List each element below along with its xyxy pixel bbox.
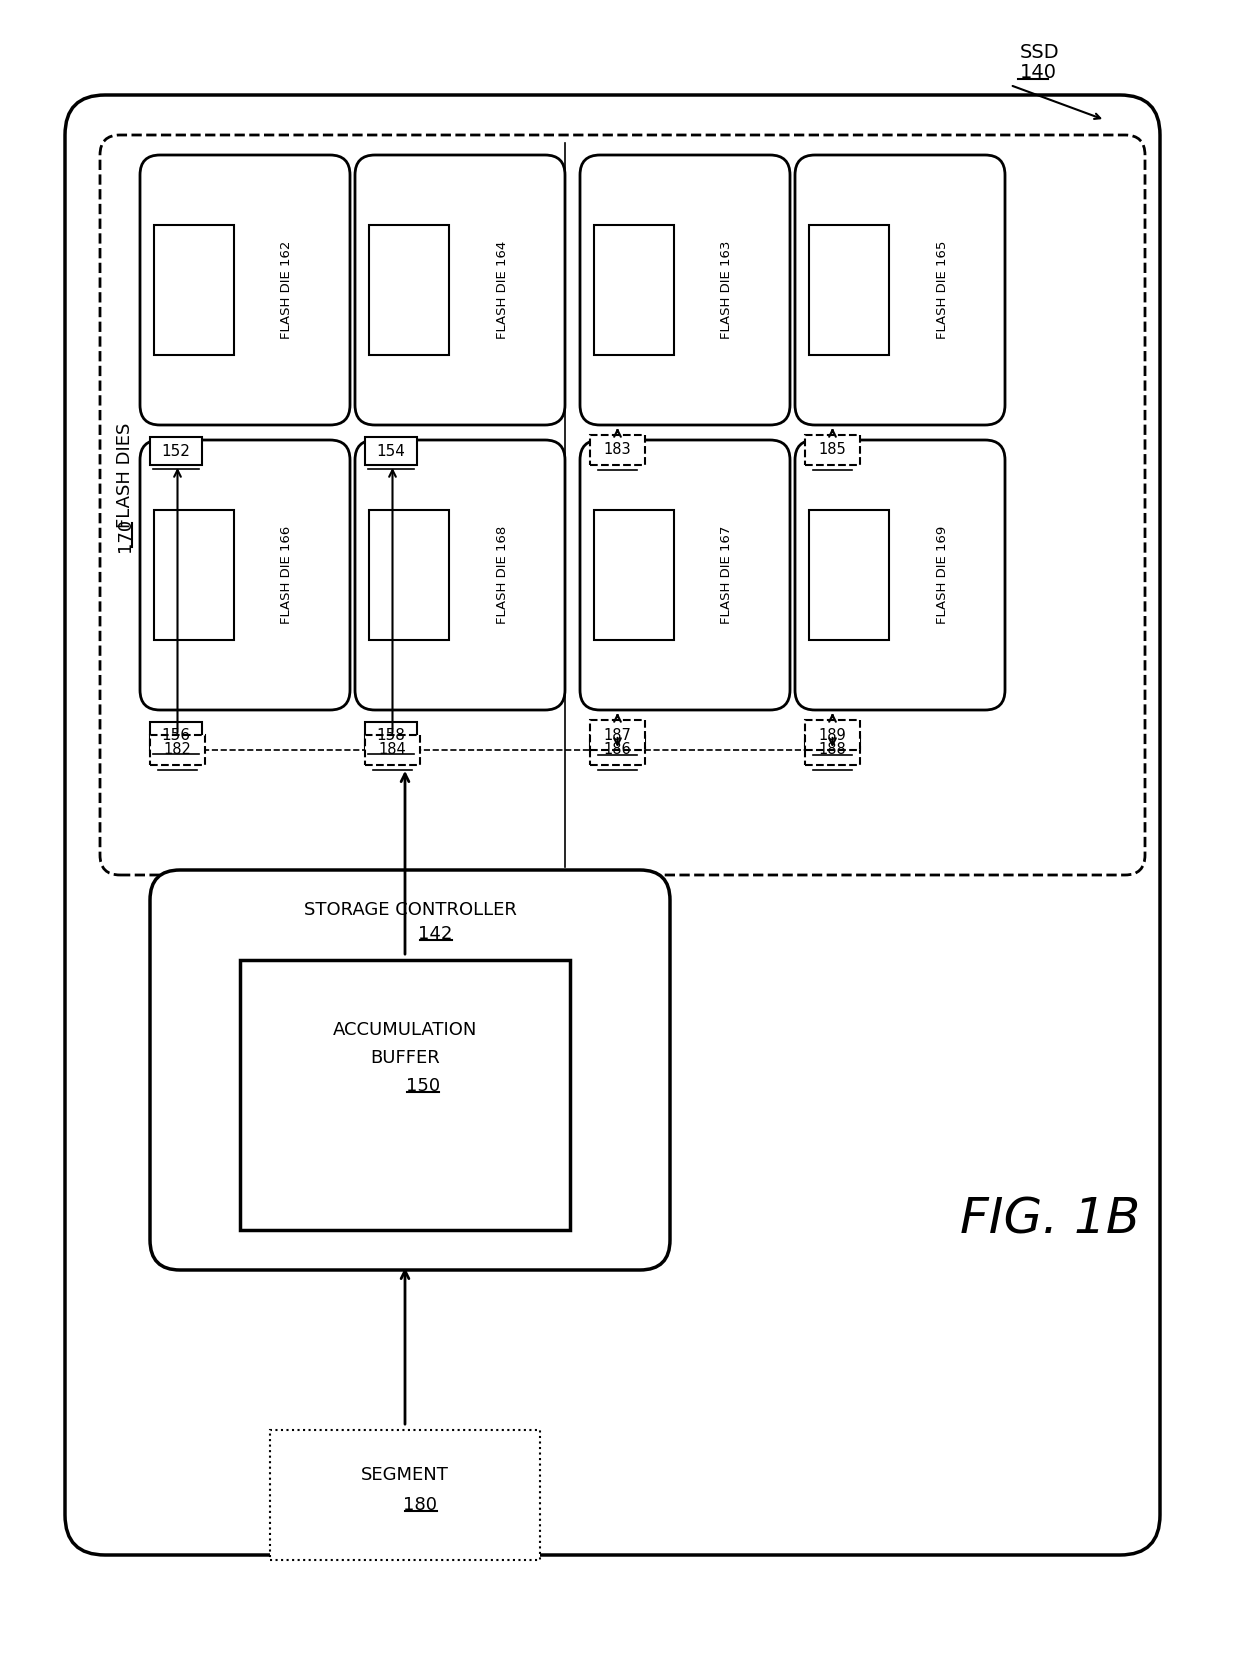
Bar (154, 509, 234, 640)
Text: 154: 154 (377, 444, 405, 459)
FancyBboxPatch shape (100, 135, 1145, 875)
Bar (150, 438, 202, 464)
Bar (150, 735, 205, 765)
FancyBboxPatch shape (580, 439, 790, 710)
FancyBboxPatch shape (150, 870, 670, 1269)
Text: SEGMENT: SEGMENT (361, 1466, 449, 1485)
Text: 184: 184 (378, 743, 407, 758)
FancyBboxPatch shape (355, 439, 565, 710)
Bar (590, 735, 645, 765)
Bar (154, 225, 234, 356)
Text: 158: 158 (377, 728, 405, 743)
FancyBboxPatch shape (140, 439, 350, 710)
Bar (590, 720, 645, 750)
Text: FLASH DIE 168: FLASH DIE 168 (496, 526, 508, 625)
Bar (808, 225, 889, 356)
Text: ACCUMULATION: ACCUMULATION (332, 1020, 477, 1039)
Text: 185: 185 (818, 443, 847, 458)
Text: 152: 152 (161, 444, 191, 459)
Text: FLASH DIE 164: FLASH DIE 164 (496, 240, 508, 339)
Bar (150, 721, 202, 750)
Text: FLASH DIE 169: FLASH DIE 169 (935, 526, 949, 625)
FancyBboxPatch shape (140, 155, 350, 424)
FancyBboxPatch shape (795, 155, 1004, 424)
Text: FLASH DIE 165: FLASH DIE 165 (935, 240, 949, 339)
Text: 150: 150 (405, 1077, 440, 1096)
Bar (805, 720, 861, 750)
Bar (805, 434, 861, 464)
Text: FLASH DIE 167: FLASH DIE 167 (720, 526, 734, 625)
Text: 182: 182 (164, 743, 191, 758)
Text: FLASH DIES: FLASH DIES (117, 423, 134, 528)
Bar (270, 1430, 539, 1560)
FancyBboxPatch shape (355, 155, 565, 424)
Text: 188: 188 (818, 743, 847, 758)
Text: FIG. 1B: FIG. 1B (960, 1196, 1140, 1244)
Bar (370, 225, 449, 356)
Text: 187: 187 (604, 728, 631, 743)
Text: FLASH DIE 166: FLASH DIE 166 (280, 526, 294, 625)
Bar (370, 509, 449, 640)
FancyBboxPatch shape (795, 439, 1004, 710)
Bar (808, 509, 889, 640)
Text: 156: 156 (161, 728, 191, 743)
Bar (365, 735, 420, 765)
Bar (590, 434, 645, 464)
Bar (805, 735, 861, 765)
Text: 142: 142 (418, 925, 453, 944)
FancyBboxPatch shape (580, 155, 790, 424)
Bar (365, 721, 417, 750)
Bar (594, 225, 675, 356)
Text: 170: 170 (117, 518, 134, 553)
Bar (365, 438, 417, 464)
Text: 186: 186 (604, 743, 631, 758)
Text: 140: 140 (1021, 63, 1056, 82)
Text: 183: 183 (604, 443, 631, 458)
Text: FLASH DIE 163: FLASH DIE 163 (720, 240, 734, 339)
Bar (594, 509, 675, 640)
FancyBboxPatch shape (64, 95, 1159, 1555)
Text: 180: 180 (403, 1496, 436, 1515)
Text: FLASH DIE 162: FLASH DIE 162 (280, 240, 294, 339)
Bar (241, 960, 570, 1231)
Text: 189: 189 (818, 728, 847, 743)
Text: BUFFER: BUFFER (370, 1049, 440, 1067)
Text: STORAGE CONTROLLER: STORAGE CONTROLLER (304, 902, 516, 919)
Text: SSD: SSD (1021, 43, 1060, 62)
